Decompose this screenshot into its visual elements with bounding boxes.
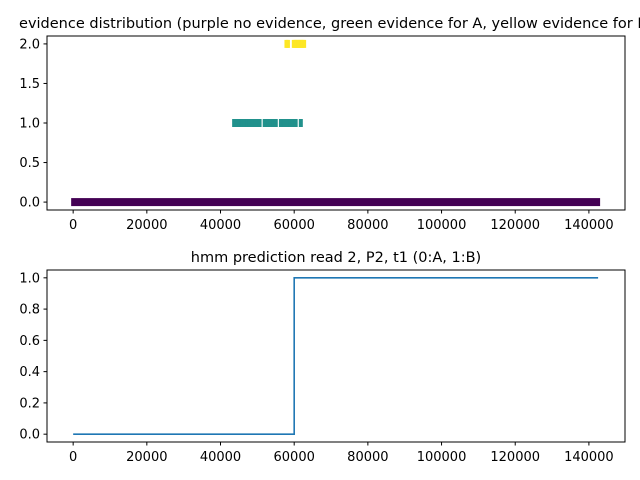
hmm-prediction-chart: 0.0 0.2 0.4 0.6 0.8 1.0 0 20000 40000 60000 80000… bbox=[19, 250, 626, 465]
evidence-marker-A bbox=[285, 119, 290, 127]
x-tick-label: 120000 bbox=[490, 450, 540, 465]
evidence-marker-A bbox=[255, 119, 260, 127]
evidence-marker-A bbox=[293, 119, 298, 127]
chart-title: evidence distribution (purple no evidenc… bbox=[19, 16, 640, 32]
evidence-marker-A bbox=[273, 119, 278, 127]
evidence-marker-A bbox=[288, 119, 293, 127]
evidence-marker-A bbox=[278, 119, 283, 127]
y-tick-label: 0.6 bbox=[19, 334, 40, 349]
y-tick-label: 0.0 bbox=[19, 196, 40, 211]
plot-frame bbox=[46, 35, 626, 211]
chart-title: hmm prediction read 2, P2, t1 (0:A, 1:B) bbox=[191, 250, 481, 266]
evidence-marker-A bbox=[250, 119, 255, 127]
x-tick-label: 0 bbox=[69, 218, 77, 233]
x-tick-label: 80000 bbox=[347, 218, 388, 233]
plot-frame bbox=[46, 269, 626, 443]
evidence-band-none bbox=[71, 198, 601, 207]
x-tick-label: 80000 bbox=[347, 450, 388, 465]
y-tick-label: 0.5 bbox=[19, 156, 40, 171]
evidence-marker-A bbox=[271, 119, 276, 127]
y-tick-label: 0.0 bbox=[19, 428, 40, 443]
x-tick-label: 20000 bbox=[126, 218, 167, 233]
y-tick-label: 0.2 bbox=[19, 396, 40, 411]
y-tick-label: 0.8 bbox=[19, 303, 40, 318]
y-tick-label: 0.4 bbox=[19, 365, 40, 380]
x-tick-label: 60000 bbox=[274, 218, 315, 233]
x-tick-label: 40000 bbox=[200, 218, 241, 233]
evidence-marker-A bbox=[245, 119, 250, 127]
y-tick-label: 1.5 bbox=[19, 77, 40, 92]
y-tick-label: 2.0 bbox=[19, 37, 40, 52]
x-tick-label: 40000 bbox=[200, 450, 241, 465]
y-tick-label: 1.0 bbox=[19, 117, 40, 132]
evidence-marker-A bbox=[235, 119, 240, 127]
prediction-line bbox=[73, 277, 599, 435]
evidence-marker-A bbox=[242, 119, 247, 127]
x-tick-label: 120000 bbox=[490, 218, 540, 233]
x-tick-label: 140000 bbox=[564, 218, 614, 233]
evidence-marker-B bbox=[285, 39, 290, 48]
evidence-marker-A bbox=[247, 119, 252, 127]
x-tick-label: 100000 bbox=[417, 450, 467, 465]
x-tick-label: 140000 bbox=[564, 450, 614, 465]
evidence-marker-A bbox=[268, 119, 273, 127]
evidence-marker-A bbox=[262, 119, 267, 127]
evidence-marker-A bbox=[282, 119, 287, 127]
evidence-distribution-chart: 0.0 0.5 1.0 1.5 2.0 0 20000 40000 60000 80000 100… bbox=[19, 16, 640, 233]
x-tick-label: 0 bbox=[69, 450, 77, 465]
y-tick-label: 1.0 bbox=[19, 271, 40, 286]
evidence-marker-A bbox=[266, 119, 271, 127]
evidence-marker-A bbox=[257, 119, 262, 127]
evidence-marker-A bbox=[290, 119, 295, 127]
x-tick-label: 60000 bbox=[274, 450, 315, 465]
x-tick-label: 20000 bbox=[126, 450, 167, 465]
evidence-marker-A bbox=[298, 119, 303, 127]
x-tick-label: 100000 bbox=[417, 218, 467, 233]
evidence-marker-B bbox=[302, 39, 307, 48]
